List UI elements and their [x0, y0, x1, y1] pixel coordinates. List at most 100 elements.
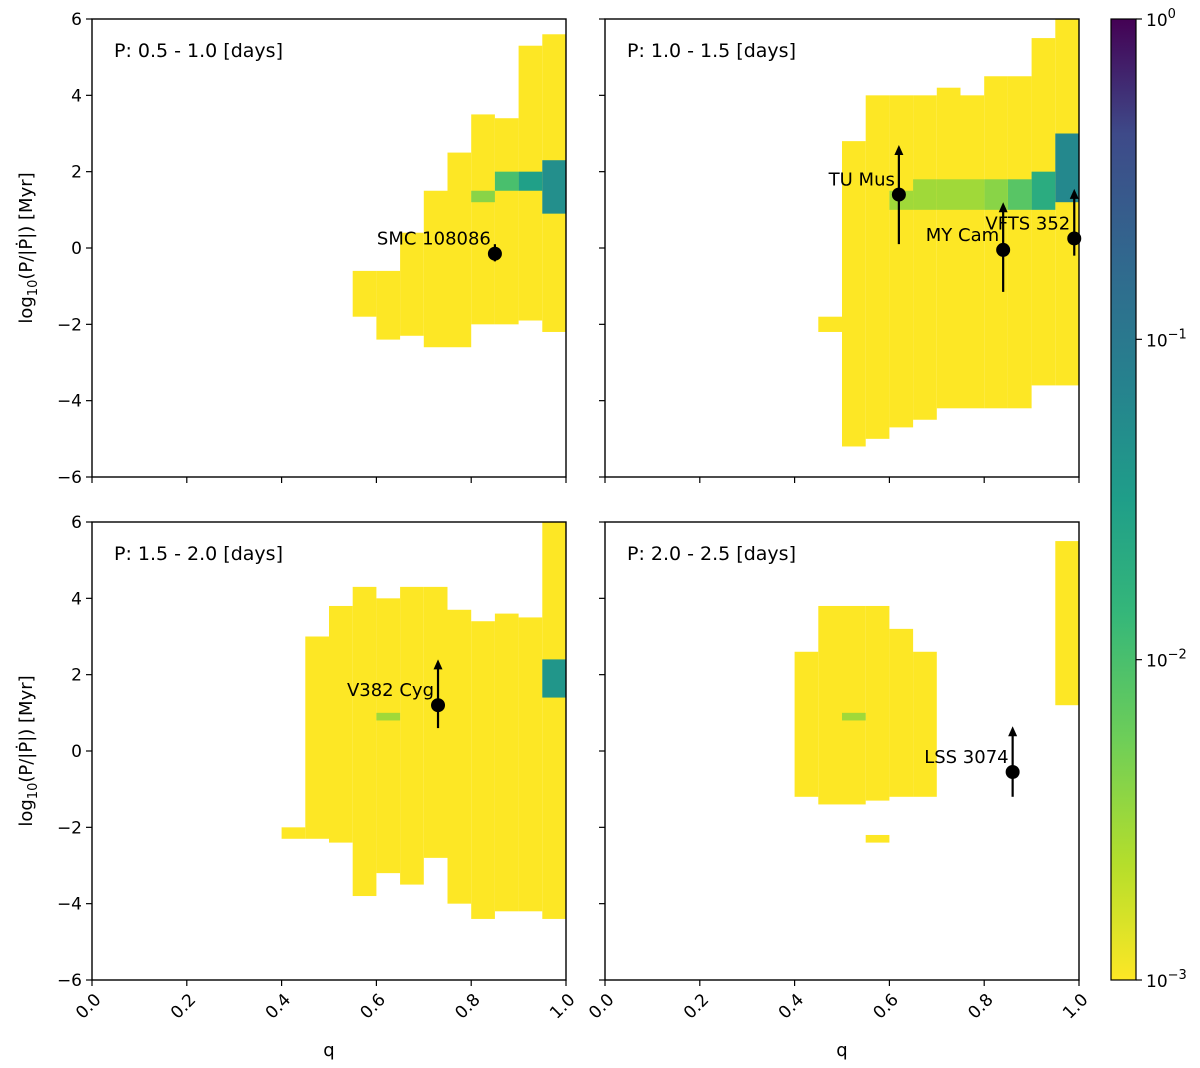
y-tick-label: 6: [71, 513, 82, 533]
x-tick-label: 0.6: [357, 990, 390, 1023]
y-tick-label: 2: [71, 666, 82, 686]
y-tick-label: −4: [57, 895, 82, 915]
heatmap-cell: [423, 190, 448, 348]
y-tick-label: 2: [71, 163, 82, 183]
panel-title: P: 1.5 - 2.0 [days]: [114, 543, 283, 565]
colorbar-gradient: [1111, 19, 1136, 980]
star-point: [1067, 231, 1082, 246]
heatmap-cell: [1055, 133, 1079, 203]
heatmap-cell: [447, 609, 472, 904]
heatmap-cell: [984, 76, 1008, 409]
heatmap-cell: [913, 179, 937, 210]
heatmap-cell: [400, 586, 424, 885]
heatmap-cell: [352, 270, 377, 317]
heatmap-cell: [842, 712, 866, 721]
colorbar: 100 10−1 10−2 10−3: [1110, 7, 1187, 992]
x-tick-label: 0.0: [72, 990, 105, 1023]
panel-title: P: 2.0 - 2.5 [days]: [627, 543, 796, 565]
x-tick-label: 1.0: [546, 990, 579, 1023]
star-marker: LSS 3074: [924, 726, 1020, 797]
star-point: [996, 242, 1011, 257]
star-label: V382 Cyg: [347, 680, 434, 701]
panel-p-0-5-1-0: P: 0.5 - 1.0 [days] SMC 108086: [91, 18, 567, 478]
heatmap-cell: [305, 636, 329, 839]
heatmap-cell: [794, 651, 819, 797]
star-point: [1005, 764, 1020, 779]
heatmap-cell: [518, 171, 543, 191]
y-axis-label-bottom: log10(P/|Ṗ|) [Myr]: [16, 675, 41, 826]
star-marker: TU Mus: [828, 144, 906, 245]
heatmap-cell: [960, 179, 985, 210]
heatmap-cell: [842, 605, 866, 805]
star-marker: SMC 108086: [377, 229, 502, 262]
y-axis-label-top: log10(P/|Ṗ|) [Myr]: [16, 172, 41, 323]
heatmap-cell: [281, 827, 306, 839]
heatmap-cell: [542, 522, 566, 919]
x-tick-label: 0.4: [262, 990, 295, 1023]
heatmap-cell: [352, 586, 377, 897]
panel-p-1-5-2-0: P: 1.5 - 2.0 [days] V382 Cyg: [91, 521, 567, 981]
heatmap-cell: [818, 605, 842, 805]
x-tick-label: 0.8: [451, 990, 484, 1023]
panel-title: P: 0.5 - 1.0 [days]: [114, 40, 283, 62]
x-tick-label: 0.2: [167, 990, 200, 1023]
heatmap-cell: [842, 141, 866, 447]
panel-title: P: 1.0 - 1.5 [days]: [627, 40, 796, 62]
heatmap-cell: [376, 598, 401, 874]
lower-limit-arrow: [1008, 726, 1018, 737]
heatmap-cell: [423, 586, 448, 858]
y-tick-label: 4: [71, 589, 82, 609]
star-marker: MY Cam: [926, 202, 1011, 292]
star-label: LSS 3074: [924, 747, 1008, 768]
heatmap-cell: [818, 316, 842, 332]
heatmap-cell: [936, 179, 961, 210]
heatmap-cell: [471, 190, 495, 203]
heatmap-cell: [984, 179, 1008, 210]
panel-p-2-0-2-5: P: 2.0 - 2.5 [days] LSS 3074: [604, 521, 1080, 981]
lower-limit-arrow: [998, 202, 1008, 213]
heatmap-cell: [494, 171, 519, 191]
lower-limit-arrow: [894, 144, 904, 155]
heatmap-cell: [471, 621, 495, 919]
heatmap-cell: [471, 114, 495, 325]
y-tick-label: 0: [71, 742, 82, 762]
x-tick-label: 0.8: [964, 990, 997, 1023]
y-tick-label: −6: [57, 468, 82, 488]
heatmap-cell: [494, 613, 519, 912]
y-tick-label: −2: [57, 818, 82, 838]
heatmap-cell: [329, 605, 353, 843]
x-tick-label: 1.0: [1059, 990, 1092, 1023]
heatmap-cell: [889, 628, 914, 797]
heatmap-cell: [913, 95, 937, 420]
star-marker: VFTS 352: [985, 188, 1082, 256]
lower-limit-arrow: [1069, 188, 1079, 199]
star-point: [487, 246, 502, 261]
star-point: [431, 698, 446, 713]
heatmap-cell: [518, 617, 543, 912]
x-tick-label: 0.0: [585, 990, 618, 1023]
x-tick-label: 0.4: [775, 990, 808, 1023]
lower-limit-arrow: [433, 659, 443, 670]
y-tick-label: 6: [71, 10, 82, 30]
y-tick-label: −4: [57, 392, 82, 412]
colorbar-tick-label: 10−2: [1146, 648, 1187, 672]
heatmap-cell: [1007, 179, 1032, 210]
heatmap-cell: [913, 651, 937, 797]
heatmap-cell: [400, 232, 424, 336]
colorbar-tick-label: 10−1: [1146, 327, 1187, 351]
heatmap-cell: [447, 152, 472, 348]
heatmap-cell: [542, 659, 566, 698]
star-label: VFTS 352: [985, 213, 1070, 234]
y-tick-label: 4: [71, 86, 82, 106]
heatmap-cell: [960, 95, 985, 409]
heatmap-cell: [1031, 171, 1056, 210]
heatmap-cell: [1007, 76, 1032, 409]
star-point: [891, 187, 906, 202]
x-tick-label: 0.6: [870, 990, 903, 1023]
heatmap-cell: [542, 160, 566, 214]
heatmap-cell: [865, 95, 890, 439]
star-marker: V382 Cyg: [347, 659, 446, 729]
colorbar-tick-label: 10−3: [1146, 968, 1187, 992]
heatmap-cell: [1031, 38, 1056, 386]
